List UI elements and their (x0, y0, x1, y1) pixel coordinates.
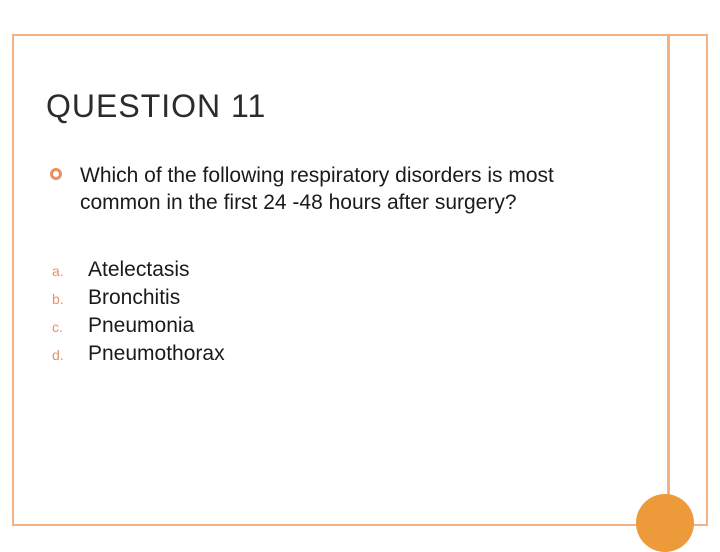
option-text: Atelectasis (88, 258, 190, 282)
option-row: a. Atelectasis (50, 258, 630, 282)
option-text: Bronchitis (88, 286, 180, 310)
option-text: Pneumothorax (88, 342, 225, 366)
question-block: Which of the following respiratory disor… (50, 162, 630, 217)
option-text: Pneumonia (88, 314, 194, 338)
option-marker: d. (50, 347, 88, 363)
option-marker: c. (50, 319, 88, 335)
question-row: Which of the following respiratory disor… (50, 162, 630, 217)
option-row: c. Pneumonia (50, 314, 630, 338)
donut-bullet-icon (50, 168, 62, 180)
slide-title: QUESTION 11 (46, 88, 266, 125)
option-row: b. Bronchitis (50, 286, 630, 310)
slide: QUESTION 11 Which of the following respi… (0, 0, 720, 540)
options-block: a. Atelectasis b. Bronchitis c. Pneumoni… (50, 258, 630, 370)
option-row: d. Pneumothorax (50, 342, 630, 366)
question-text: Which of the following respiratory disor… (80, 162, 630, 217)
option-marker: a. (50, 263, 88, 279)
option-marker: b. (50, 291, 88, 307)
corner-circle-icon (636, 494, 694, 552)
accent-vertical-bar (667, 34, 670, 526)
